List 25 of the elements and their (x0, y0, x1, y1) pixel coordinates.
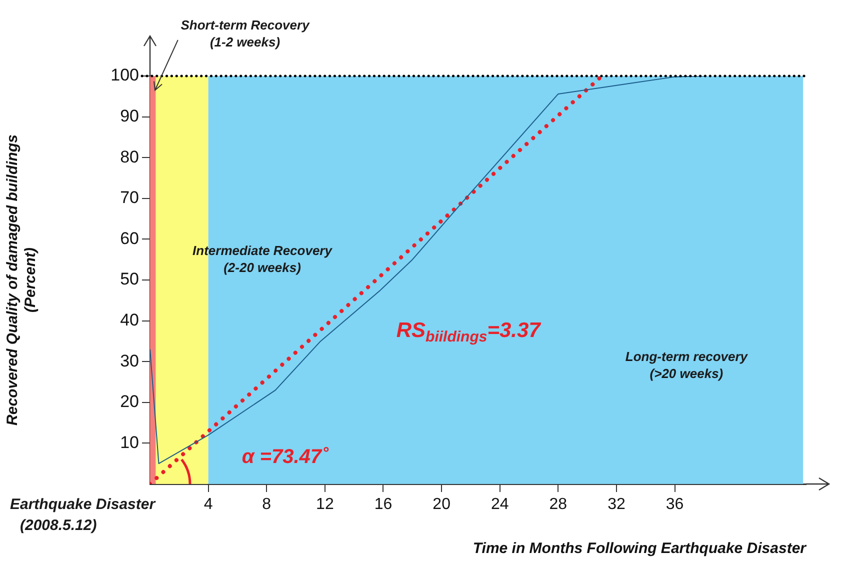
x-tick-label: 8 (262, 496, 272, 514)
y-tick-label: 20 (120, 392, 139, 412)
text: Earthquake Disaster (2008.5.12) (10, 496, 156, 534)
y-tick-label: 30 (120, 351, 139, 370)
y-tick-label: 50 (120, 270, 139, 289)
x-tick-label: 32 (608, 496, 626, 514)
x-tick-label: 20 (432, 496, 451, 514)
x-tick-label: 4 (204, 496, 213, 514)
y-axis-title: Recovered Quality of damaged buildings (Percent) (4, 134, 40, 426)
y-tick-label: 90 (120, 106, 139, 126)
band-label: Short-term Recovery (1-2 weeks) (180, 18, 310, 50)
y-tick-label: 70 (120, 188, 139, 208)
y-tick-label: 100 (110, 66, 139, 85)
x-axis-title: Time in Months Following Earthquake Disaster (472, 540, 808, 558)
y-tick-label: 40 (120, 310, 139, 330)
x-tick-label: 12 (316, 496, 334, 514)
x-tick-label: 16 (374, 496, 392, 514)
y-tick-label: 80 (120, 147, 139, 166)
x-tick-label: 24 (490, 496, 509, 514)
x-tick-label: 36 (666, 496, 684, 514)
y-tick-label: 60 (120, 228, 139, 248)
annotation: α =73.47˚ (242, 446, 330, 468)
band-label: Long-term recovery (>20 weeks) (625, 349, 748, 382)
x-tick-label: 28 (549, 496, 568, 514)
y-tick-label: 10 (120, 432, 139, 452)
